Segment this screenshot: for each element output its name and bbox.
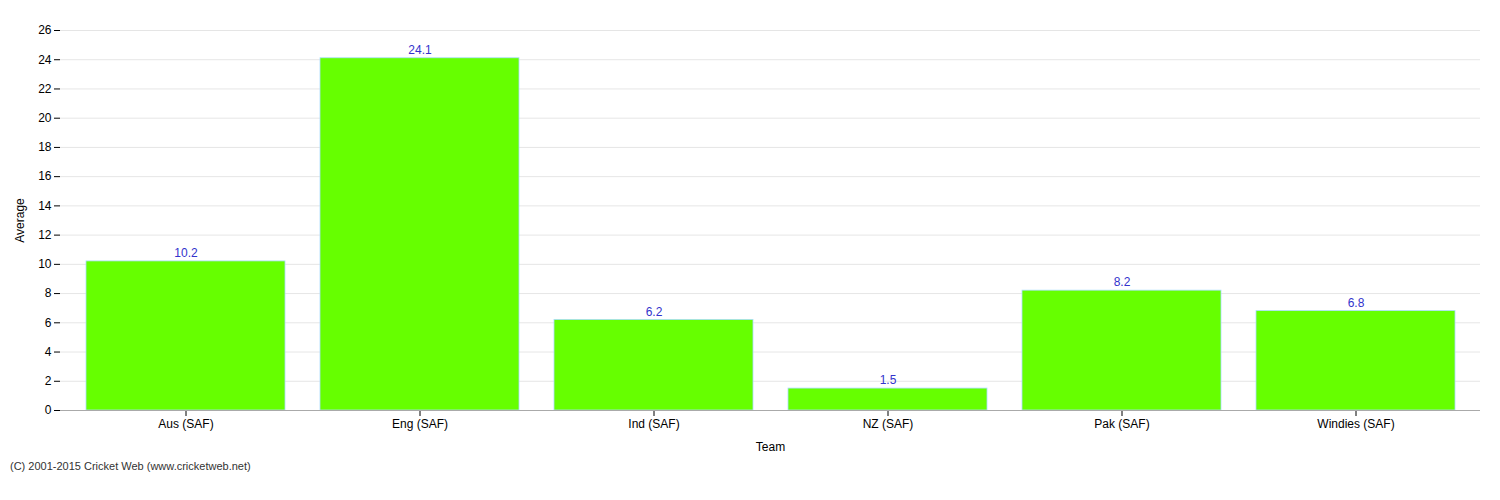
svg-text:20: 20	[38, 111, 52, 125]
svg-text:12: 12	[38, 228, 52, 242]
svg-text:6.8: 6.8	[1348, 296, 1365, 310]
svg-text:1.5: 1.5	[880, 373, 897, 387]
svg-text:2: 2	[45, 374, 52, 388]
svg-text:NZ (SAF): NZ (SAF)	[863, 417, 914, 431]
svg-text:4: 4	[45, 345, 52, 359]
svg-text:10.2: 10.2	[174, 246, 198, 260]
svg-text:Ind (SAF): Ind (SAF)	[628, 417, 679, 431]
svg-text:8.2: 8.2	[1114, 275, 1131, 289]
svg-text:6: 6	[45, 316, 52, 330]
html-text:(C) 2001-2015 Cricket Web (www: (C) 2001-2015 Cricket Web (www.cricketwe…	[10, 460, 251, 472]
svg-text:Eng (SAF): Eng (SAF)	[392, 417, 448, 431]
svg-text:18: 18	[38, 140, 52, 154]
svg-text:Pak (SAF): Pak (SAF)	[1094, 417, 1149, 431]
svg-text:14: 14	[38, 199, 52, 213]
svg-text:16: 16	[38, 169, 52, 183]
svg-text:Windies (SAF): Windies (SAF)	[1317, 417, 1394, 431]
svg-text:Average: Average	[13, 198, 27, 243]
svg-text:24.1: 24.1	[408, 43, 432, 57]
svg-text:Team: Team	[756, 440, 785, 454]
svg-text:Aus (SAF): Aus (SAF)	[158, 417, 213, 431]
svg-text:24: 24	[38, 53, 52, 67]
svg-text:6.2: 6.2	[646, 305, 663, 319]
svg-text:8: 8	[45, 286, 52, 300]
svg-text:22: 22	[38, 82, 52, 96]
svg-text:10: 10	[38, 257, 52, 271]
svg-text:0: 0	[45, 403, 52, 417]
svg-text:26: 26	[38, 23, 52, 37]
